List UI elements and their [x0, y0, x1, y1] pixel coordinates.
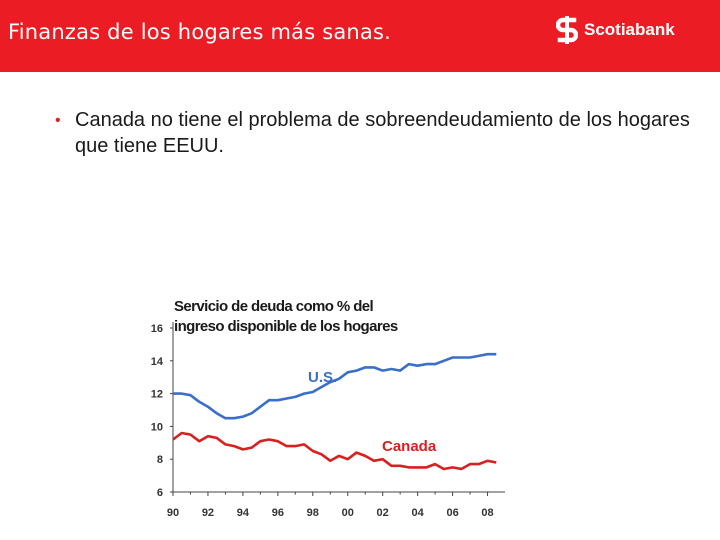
brand-name: Scotiabank [584, 20, 675, 39]
series-line-canada [172, 431, 497, 471]
x-tick-label: 92 [202, 507, 214, 519]
chart-title-line: Servicio de deuda como % del [174, 298, 374, 315]
series-label-canada: Canada [382, 438, 437, 455]
bullet-text: Canada no tiene el problema de sobreende… [75, 109, 690, 157]
x-tick-label: 04 [412, 507, 425, 519]
x-tick-label: 08 [481, 507, 493, 519]
y-tick-label: 6 [157, 487, 163, 499]
chart-title-line: ingreso disponible de los hogares [174, 318, 398, 335]
bullet-item: • Canada no tiene el problema de sobreen… [55, 107, 705, 159]
y-tick-label: 8 [157, 454, 163, 466]
brand: Scotiabank [556, 14, 675, 46]
x-tick-label: 00 [342, 507, 354, 519]
x-tick-label: 02 [377, 507, 389, 519]
y-tick-label: 16 [151, 323, 163, 335]
y-tick-label: 14 [151, 356, 164, 368]
x-tick-label: 96 [272, 507, 284, 519]
y-tick-label: 12 [151, 389, 163, 401]
header-bar: Finanzas de los hogares más sanas. Scoti… [0, 0, 720, 72]
x-tick-label: 98 [307, 507, 319, 519]
y-tick-label: 10 [151, 421, 163, 433]
x-tick-label: 94 [237, 507, 250, 519]
series-line-us [173, 352, 497, 420]
x-tick-label: 90 [167, 507, 179, 519]
series-label-us: U.S. [308, 369, 337, 386]
page-title: Finanzas de los hogares más sanas. [8, 20, 392, 44]
scotiabank-logo-icon [556, 16, 578, 44]
x-tick-label: 06 [446, 507, 458, 519]
bullet-dot-icon: • [55, 112, 61, 129]
